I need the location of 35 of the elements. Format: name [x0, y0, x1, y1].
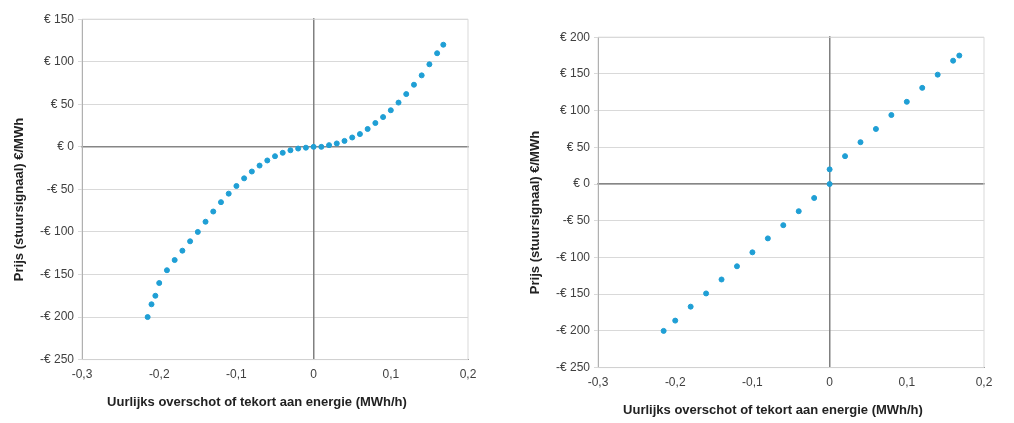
y-tick-label: € 50: [50, 96, 75, 111]
y-tick-label: -€ 150: [555, 286, 591, 301]
y-tick-label: -€ 100: [555, 249, 591, 264]
y-tick-label: € 0: [57, 139, 75, 154]
y-tick-label: -€ 250: [39, 351, 75, 366]
x-tick-label: -0,3: [71, 367, 93, 382]
x-tick-label: -0,1: [742, 375, 764, 390]
y-tick-label: € 0: [573, 176, 591, 191]
x-tick-label: 0: [310, 367, 318, 382]
x-tick-label: 0,1: [382, 367, 400, 382]
x-tick-label: -0,2: [664, 375, 686, 390]
x-axis-title: Uurlijks overschot of tekort aan energie (MWh/h): [106, 394, 408, 409]
y-tick-label: -€ 50: [562, 213, 591, 228]
y-axis-title: Prijs (stuursignaal) €/MWh: [527, 130, 543, 294]
y-tick-label: -€ 100: [39, 224, 75, 239]
y-tick-label: -€ 200: [555, 323, 591, 338]
x-tick-label: 0,2: [975, 375, 993, 390]
y-tick-label: € 100: [43, 54, 75, 69]
x-tick-label: 0,1: [898, 375, 916, 390]
y-tick-label: € 150: [43, 11, 75, 26]
x-tick-label: -0,3: [587, 375, 609, 390]
x-tick-label: 0: [826, 375, 834, 390]
y-tick-label: € 50: [566, 139, 591, 154]
y-tick-label: € 150: [559, 66, 591, 81]
x-axis-title: Uurlijks overschot of tekort aan energie (MWh/h): [622, 402, 924, 417]
x-tick-label: -0,2: [148, 367, 170, 382]
x-tick-label: -0,1: [226, 367, 248, 382]
y-tick-label: -€ 200: [39, 309, 75, 324]
y-tick-label: -€ 250: [555, 359, 591, 374]
y-tick-label: € 100: [559, 102, 591, 117]
y-axis-title: Prijs (stuursignaal) €/MWh: [11, 117, 27, 281]
y-tick-label: € 200: [559, 29, 591, 44]
x-tick-label: 0,2: [459, 367, 477, 382]
y-tick-label: -€ 50: [46, 181, 75, 196]
y-tick-label: -€ 150: [39, 266, 75, 281]
